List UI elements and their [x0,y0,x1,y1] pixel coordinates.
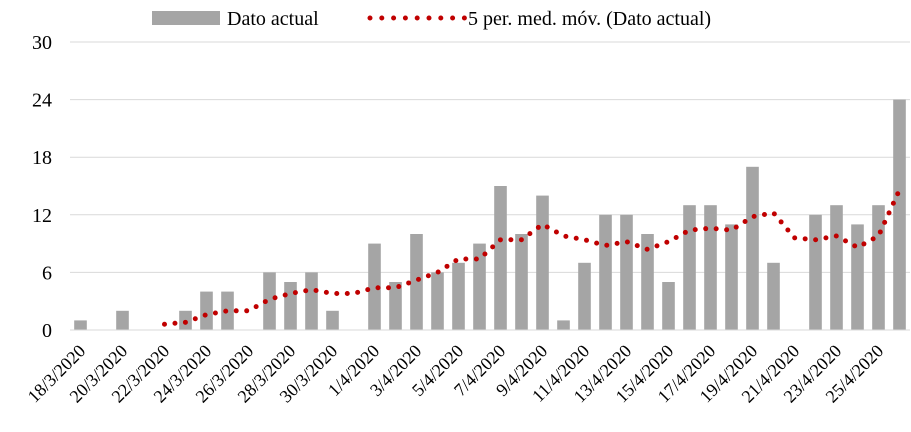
bar [830,205,843,330]
bar [746,166,759,330]
bar [389,282,402,330]
y-tick-label: 24 [32,90,52,112]
bar [704,205,717,330]
bar [620,214,633,330]
bar [767,262,780,330]
bar [893,99,906,330]
bar [662,282,675,330]
bar [557,320,570,330]
bar [200,291,213,330]
y-tick-label: 0 [42,320,52,342]
bar [515,234,528,330]
bar [473,243,486,330]
legend-swatch [152,11,220,25]
bar [872,205,885,330]
bar [536,195,549,330]
bar [116,310,129,330]
bar [599,214,612,330]
bar [452,262,465,330]
bar [263,272,276,330]
legend-label: 5 per. med. móv. (Dato actual) [468,8,711,30]
bar [305,272,318,330]
bar [284,282,297,330]
bar [368,243,381,330]
y-tick-label: 12 [32,205,52,227]
bar [725,224,738,330]
bar [410,234,423,330]
bar [683,205,696,330]
y-tick-label: 18 [32,147,52,169]
bar [578,262,591,330]
legend-label: Dato actual [227,8,319,30]
moving-average-line [162,187,902,327]
bar [641,234,654,330]
bar [431,272,444,330]
bar [326,310,339,330]
bar [74,320,87,330]
bar [809,214,822,330]
y-tick-label: 30 [32,32,52,54]
bar [494,186,507,330]
bar [851,224,864,330]
y-tick-label: 6 [42,262,52,284]
